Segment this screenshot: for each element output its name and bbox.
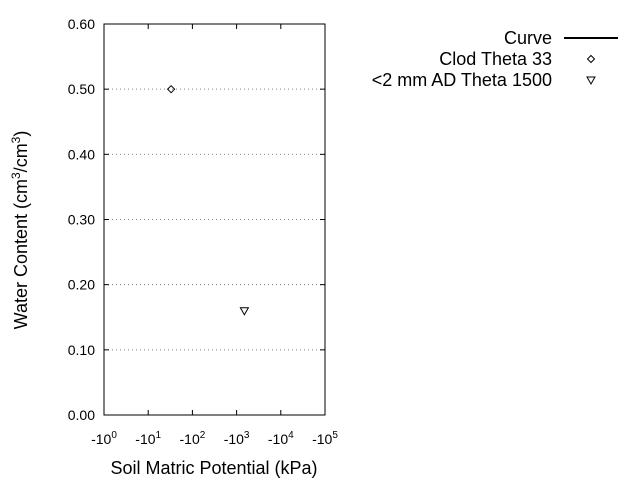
x-tick-exponent: 5 xyxy=(332,430,338,441)
y-label-text: /cm xyxy=(11,143,31,172)
y-label-text: Water Content (cm xyxy=(11,179,31,329)
x-axis-label: Soil Matric Potential (kPa) xyxy=(110,458,317,478)
x-tick-exponent: 1 xyxy=(156,430,162,441)
plot-frame xyxy=(103,23,326,416)
legend-label: <2 mm AD Theta 1500 xyxy=(372,70,552,90)
y-tick-label: 0.50 xyxy=(68,81,95,97)
legend-label: Curve xyxy=(504,28,552,48)
data-point xyxy=(166,84,176,94)
legend-marker xyxy=(586,54,596,64)
y-tick-label: 0.60 xyxy=(68,16,95,32)
x-tick-base: -10 xyxy=(268,431,288,447)
y-tick-label: 0.40 xyxy=(68,146,95,162)
x-tick-exponent: 0 xyxy=(111,430,117,441)
y-axis: 0.00 0.10 0.20 0.30 0.40 0.50 0.60 xyxy=(68,16,325,423)
y-tick-label: 0.30 xyxy=(68,212,95,228)
legend-marker xyxy=(586,76,596,86)
legend-label: Clod Theta 33 xyxy=(439,49,552,69)
x-tick-label: -104 xyxy=(268,430,294,447)
x-tick-base: -10 xyxy=(180,431,200,447)
y-label-superscript: 3 xyxy=(9,136,23,143)
data-points xyxy=(166,84,250,316)
x-tick-exponent: 4 xyxy=(288,430,294,441)
x-tick-label: -105 xyxy=(312,430,338,447)
data-point xyxy=(239,307,250,316)
x-tick-label: -101 xyxy=(135,430,161,447)
x-tick-label: -100 xyxy=(91,430,117,447)
y-label-superscript: 3 xyxy=(9,172,23,179)
y-tick-label: 0.10 xyxy=(68,342,95,358)
grid-lines xyxy=(104,88,325,351)
x-tick-base: -10 xyxy=(224,431,244,447)
x-axis: -100 -101 -102 -103 -104 -105 xyxy=(91,24,338,447)
x-tick-base: -10 xyxy=(91,431,111,447)
x-tick-base: -10 xyxy=(135,431,155,447)
x-tick-label: -103 xyxy=(224,430,250,447)
y-label-text: ) xyxy=(11,131,31,137)
x-tick-label: -102 xyxy=(180,430,206,447)
x-tick-exponent: 3 xyxy=(244,430,250,441)
x-tick-exponent: 2 xyxy=(200,430,206,441)
y-axis-label: Water Content (cm3/cm3) xyxy=(9,131,31,330)
x-tick-base: -10 xyxy=(312,431,332,447)
y-tick-label: 0.00 xyxy=(68,407,95,423)
y-tick-label: 0.20 xyxy=(68,277,95,293)
